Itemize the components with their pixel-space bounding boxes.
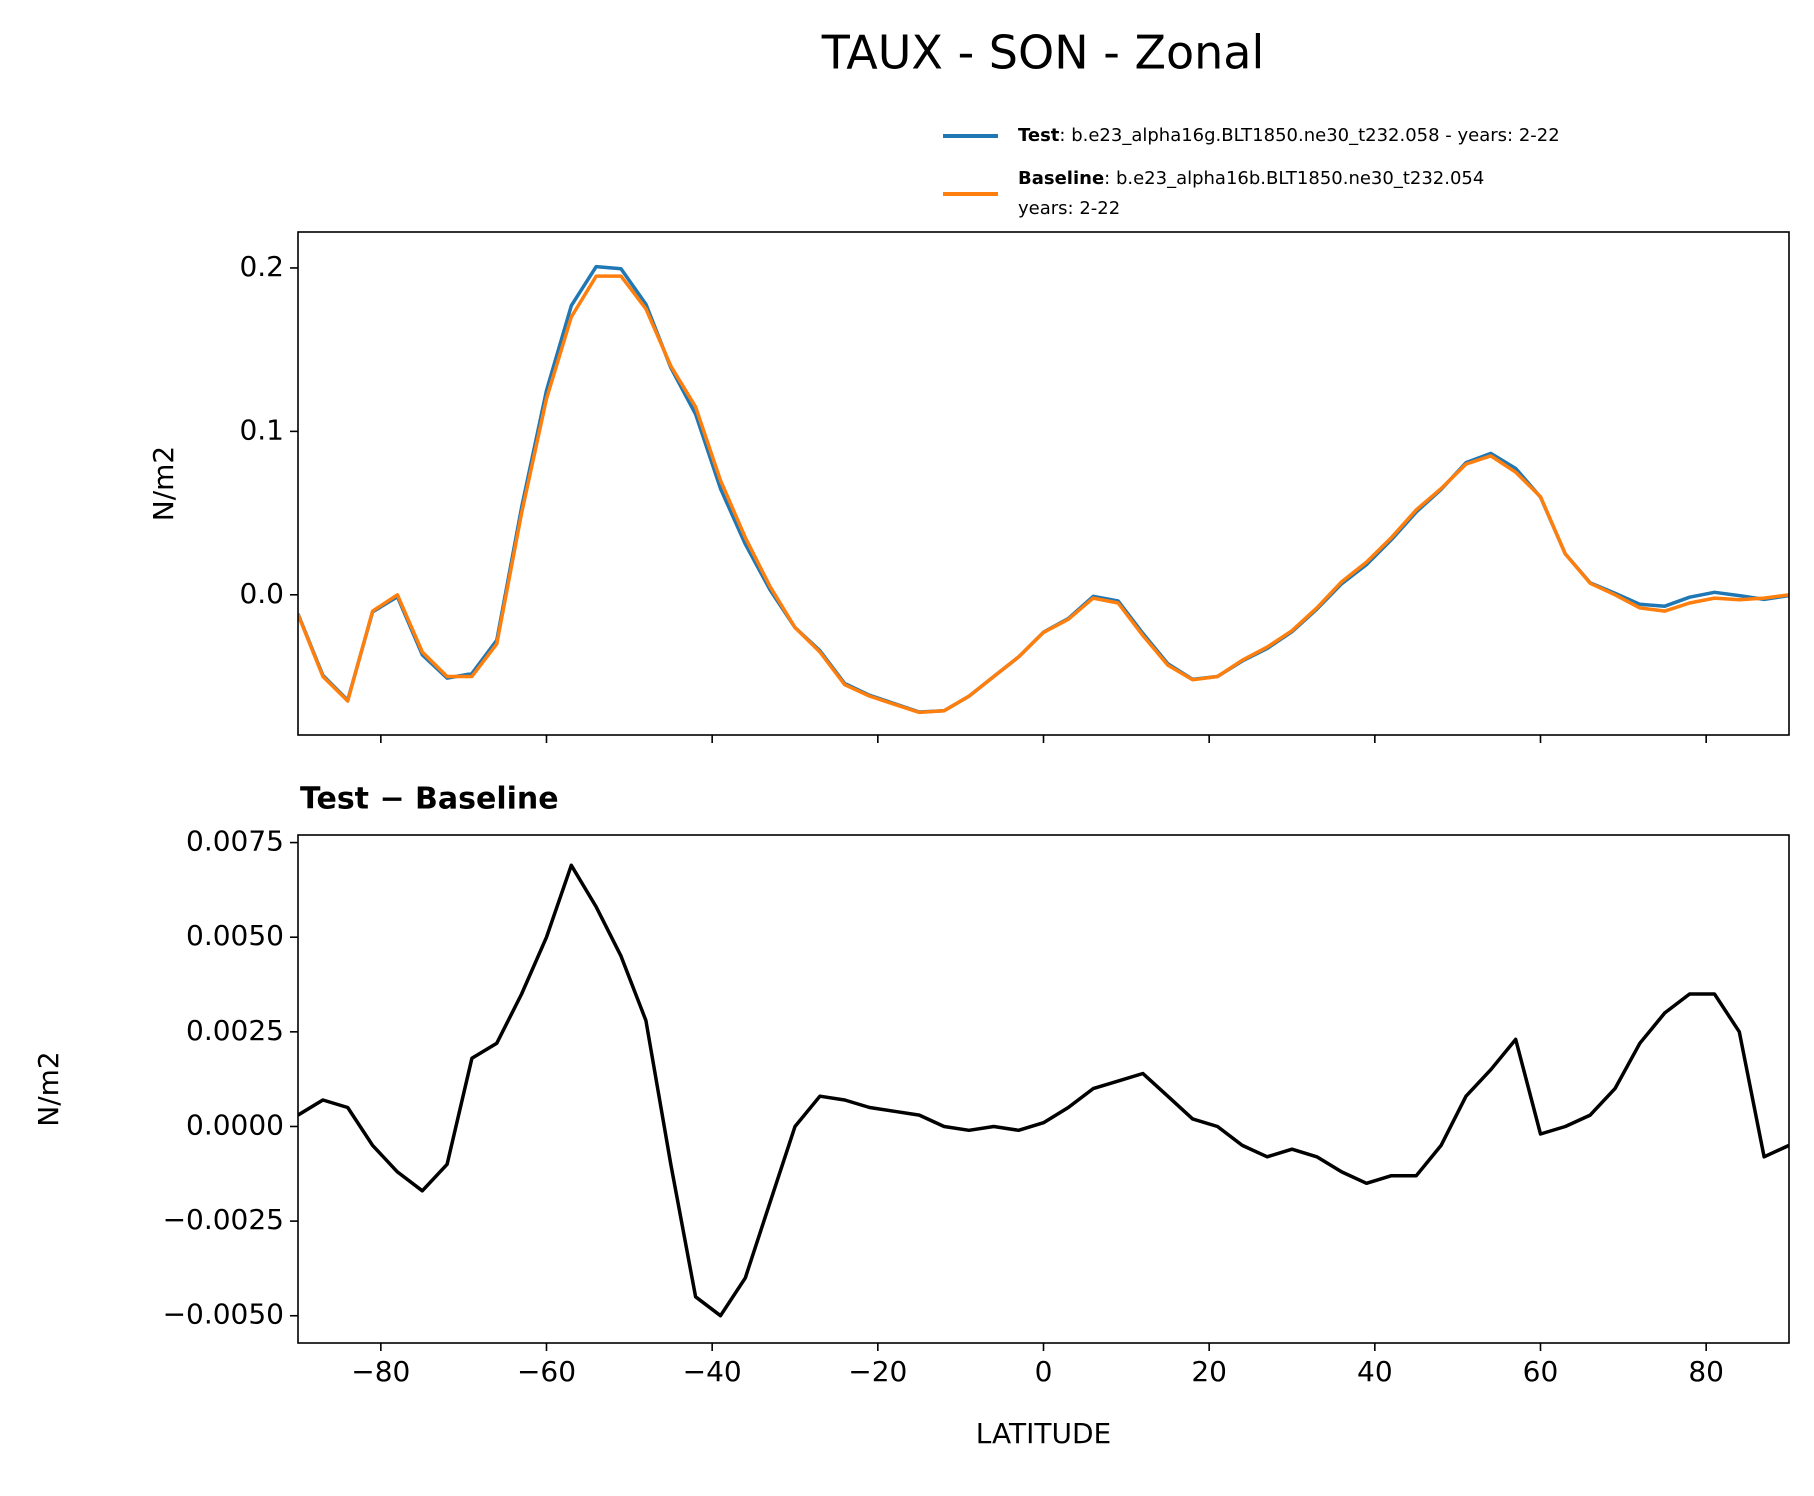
subplot-title: Test − Baseline (300, 782, 559, 817)
legend-text: years: 2-22 (1018, 198, 1120, 219)
legend-label: Test: b.e23_alpha16g.BLT1850.ne30_t232.0… (1018, 125, 1560, 146)
x-tick-label: 60 (1523, 1355, 1559, 1388)
y-tick-label: 0.0 (239, 577, 284, 610)
legend-text: : b.e23_alpha16b.BLT1850.ne30_t232.054 (1104, 168, 1484, 189)
x-axis-label: LATITUDE (976, 1417, 1111, 1450)
legend-name: Test (1018, 125, 1060, 146)
y-tick-label: 0.0050 (186, 919, 284, 952)
axes-frame (297, 834, 1790, 1344)
y-tick-label: 0.0000 (186, 1108, 284, 1141)
series-line (298, 274, 1789, 715)
y-axis-label: N/m2 (147, 446, 180, 521)
y-tick-label: 0.2 (239, 250, 284, 283)
y-tick-label: 0.0075 (186, 825, 284, 858)
y-tick-label: −0.0025 (163, 1203, 284, 1236)
series-line (298, 863, 1789, 1318)
x-tick-label: −80 (351, 1355, 410, 1388)
x-tick-label: −20 (848, 1355, 907, 1388)
x-tick-label: 20 (1191, 1355, 1227, 1388)
x-tick-label: 40 (1357, 1355, 1393, 1388)
legend-text: : b.e23_alpha16g.BLT1850.ne30_t232.058 -… (1059, 125, 1559, 146)
y-axis-label: N/m2 (32, 1051, 65, 1126)
chart-title: TAUX - SON - Zonal (821, 26, 1264, 80)
y-tick-label: −0.0050 (163, 1298, 284, 1331)
legend-name: Baseline (1018, 168, 1104, 189)
y-tick-label: 0.1 (239, 413, 284, 446)
y-tick-label: 0.0025 (186, 1014, 284, 1047)
x-tick-label: −40 (683, 1355, 742, 1388)
x-tick-label: −60 (517, 1355, 576, 1388)
x-tick-label: 0 (1035, 1355, 1053, 1388)
axes-frame (297, 231, 1790, 736)
x-tick-label: 80 (1688, 1355, 1724, 1388)
series-line (298, 264, 1789, 714)
legend-label: Baseline: b.e23_alpha16b.BLT1850.ne30_t2… (1018, 168, 1484, 189)
